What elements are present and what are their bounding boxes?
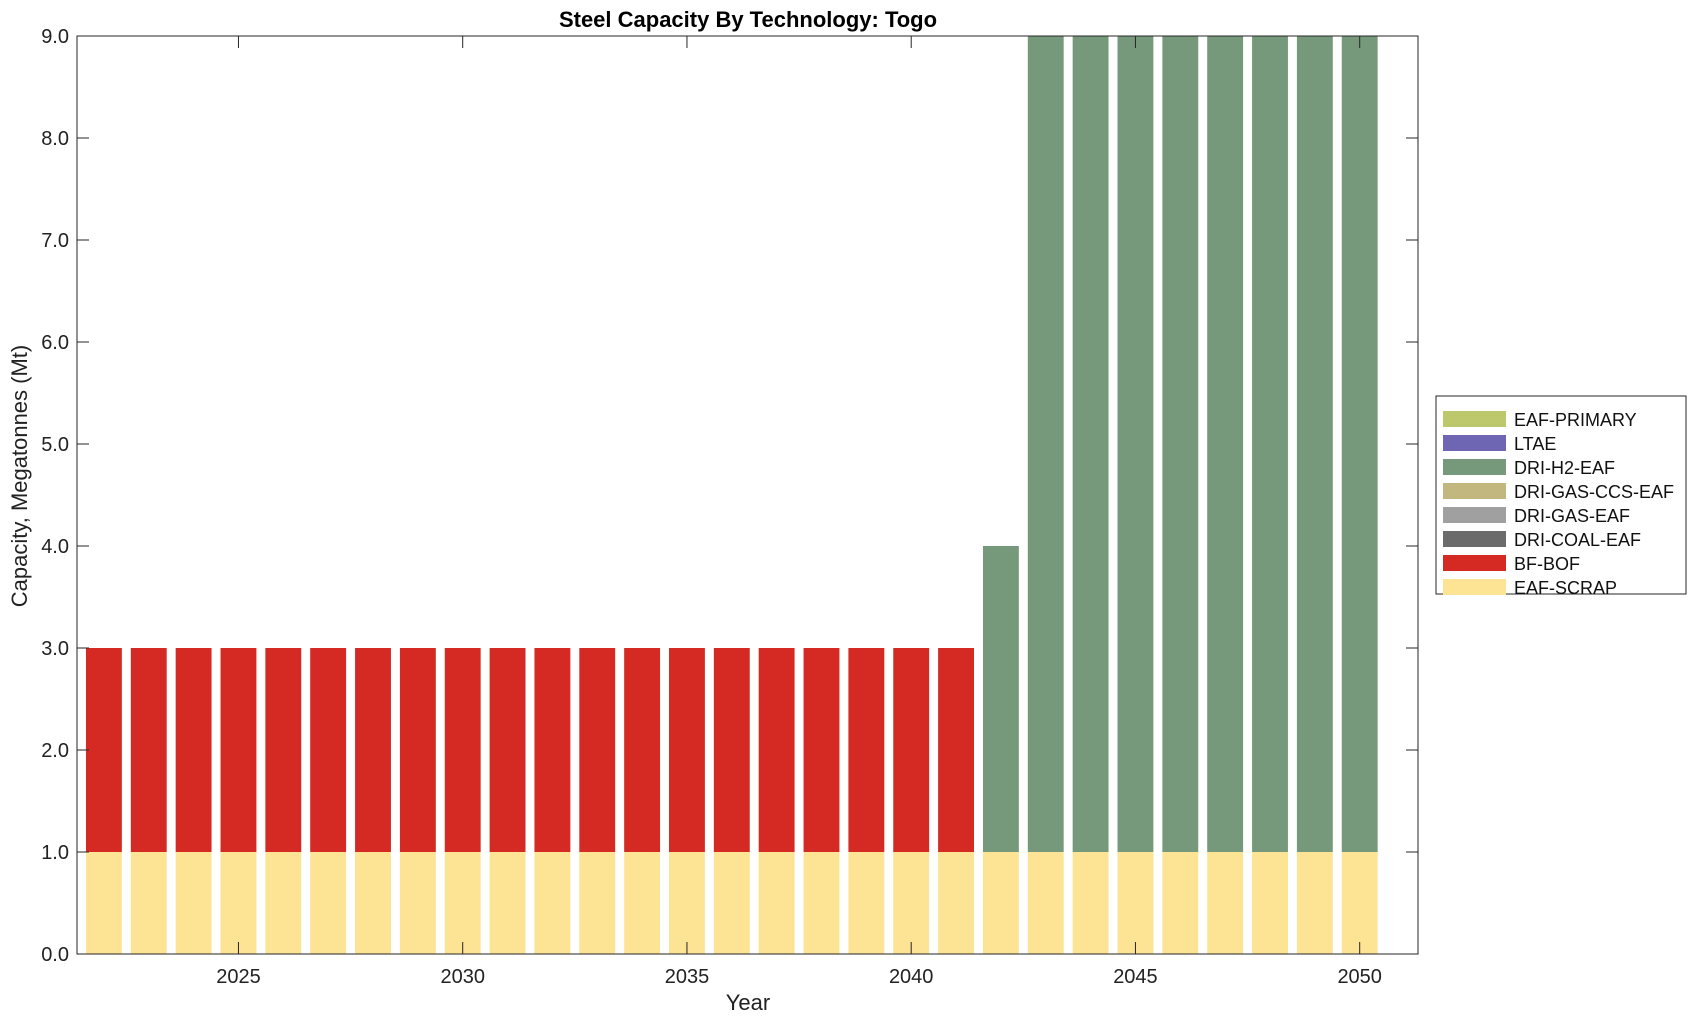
bar-bf-bof-2024	[175, 648, 212, 852]
bar-eaf-scrap-2032	[534, 852, 571, 954]
bar-eaf-scrap-2038	[803, 852, 840, 954]
bar-bf-bof-2037	[758, 648, 795, 852]
legend-label-dri-h2-eaf: DRI-H2-EAF	[1514, 458, 1615, 478]
bar-eaf-scrap-2042	[982, 852, 1019, 954]
bar-eaf-scrap-2022	[85, 852, 122, 954]
bar-dri-h2-eaf-2050	[1341, 36, 1378, 852]
x-tick-label: 2040	[889, 966, 934, 988]
legend-label-dri-gas-eaf: DRI-GAS-EAF	[1514, 506, 1630, 526]
legend-swatch-eaf-scrap	[1443, 579, 1506, 595]
x-tick-label: 2045	[1113, 966, 1158, 988]
y-tick-label: 8.0	[41, 128, 69, 150]
bar-dri-h2-eaf-2045	[1117, 36, 1154, 852]
y-tick-label: 4.0	[41, 536, 69, 558]
legend-label-ltae: LTAE	[1514, 434, 1556, 454]
bar-eaf-scrap-2028	[355, 852, 391, 954]
x-axis-label: Year	[726, 990, 770, 1015]
bar-bf-bof-2022	[85, 648, 122, 852]
bar-eaf-scrap-2047	[1207, 852, 1244, 954]
bar-eaf-scrap-2040	[893, 852, 930, 954]
legend-swatch-eaf-primary	[1443, 411, 1506, 427]
legend-swatch-dri-h2-eaf	[1443, 459, 1506, 475]
y-tick-label: 3.0	[41, 638, 69, 660]
bar-bf-bof-2032	[534, 648, 571, 852]
legend-label-dri-gas-ccs-eaf: DRI-GAS-CCS-EAF	[1514, 482, 1674, 502]
bar-bf-bof-2041	[938, 648, 974, 852]
bar-eaf-scrap-2045	[1117, 852, 1154, 954]
bar-eaf-scrap-2037	[758, 852, 795, 954]
legend-label-eaf-primary: EAF-PRIMARY	[1514, 410, 1637, 430]
bar-eaf-scrap-2031	[489, 852, 526, 954]
legend-label-dri-coal-eaf: DRI-COAL-EAF	[1514, 530, 1641, 550]
x-tick-label: 2035	[665, 966, 710, 988]
legend: EAF-PRIMARY LTAE DRI-H2-EAF DRI-GAS-CCS-EAF…	[1435, 395, 1687, 598]
bar-eaf-scrap-2048	[1252, 852, 1288, 954]
legend-label-bf-bof: BF-BOF	[1514, 554, 1580, 574]
legend-swatch-dri-gas-eaf	[1443, 507, 1506, 523]
bar-bf-bof-2026	[265, 648, 302, 852]
bar-bf-bof-2025	[220, 648, 257, 852]
legend-swatch-bf-bof	[1443, 555, 1506, 571]
legend-label-eaf-scrap: EAF-SCRAP	[1514, 578, 1617, 598]
bar-eaf-scrap-2034	[624, 852, 661, 954]
bar-eaf-scrap-2043	[1027, 852, 1064, 954]
bar-dri-h2-eaf-2047	[1207, 36, 1244, 852]
y-tick-label: 0.0	[41, 944, 69, 966]
y-axis-label: Capacity, Megatonnes (Mt)	[7, 345, 32, 607]
bar-eaf-scrap-2027	[310, 852, 347, 954]
bar-bf-bof-2038	[803, 648, 840, 852]
bar-eaf-scrap-2035	[669, 852, 705, 954]
axes-box	[76, 35, 1419, 955]
bar-bf-bof-2036	[713, 648, 750, 852]
bar-bf-bof-2035	[669, 648, 705, 852]
bar-bf-bof-2023	[130, 648, 167, 852]
bar-bf-bof-2039	[848, 648, 885, 852]
bar-dri-h2-eaf-2049	[1296, 36, 1333, 852]
x-tick-label: 2050	[1337, 966, 1382, 988]
bar-dri-h2-eaf-2046	[1162, 36, 1199, 852]
bar-bf-bof-2031	[489, 648, 526, 852]
bar-dri-h2-eaf-2042	[982, 546, 1019, 852]
bar-eaf-scrap-2039	[848, 852, 885, 954]
bar-bf-bof-2029	[399, 648, 436, 852]
bar-bf-bof-2040	[893, 648, 930, 852]
bar-eaf-scrap-2044	[1072, 852, 1109, 954]
plot-area: 0.0 1.0 2.0 3.0 4.0 5.0 6.0 7.0 8.0 9.0 2025 2030 20…	[41, 26, 1419, 988]
chart-title: Steel Capacity By Technology: Togo	[559, 7, 937, 32]
bar-eaf-scrap-2041	[938, 852, 974, 954]
y-tick-label: 7.0	[41, 230, 69, 252]
bar-eaf-scrap-2030	[444, 852, 481, 954]
x-tick-label: 2025	[216, 966, 261, 988]
bar-bf-bof-2033	[579, 648, 616, 852]
bar-eaf-scrap-2026	[265, 852, 302, 954]
legend-swatch-dri-coal-eaf	[1443, 531, 1506, 547]
bar-dri-h2-eaf-2043	[1027, 36, 1064, 852]
bar-eaf-scrap-2029	[399, 852, 436, 954]
bar-dri-h2-eaf-2048	[1252, 36, 1288, 852]
y-tick-label: 2.0	[41, 740, 69, 762]
bar-eaf-scrap-2025	[220, 852, 257, 954]
bar-eaf-scrap-2049	[1296, 852, 1333, 954]
bar-bf-bof-2030	[444, 648, 481, 852]
bar-eaf-scrap-2046	[1162, 852, 1199, 954]
y-tick-label: 5.0	[41, 434, 69, 456]
bar-bf-bof-2028	[355, 648, 391, 852]
bar-bf-bof-2034	[624, 648, 661, 852]
x-tick-label: 2030	[440, 966, 485, 988]
bar-bf-bof-2027	[310, 648, 347, 852]
legend-swatch-dri-gas-ccs-eaf	[1443, 483, 1506, 499]
bar-eaf-scrap-2033	[579, 852, 616, 954]
legend-swatch-ltae	[1443, 435, 1506, 451]
bar-eaf-scrap-2024	[175, 852, 212, 954]
y-tick-label: 1.0	[41, 842, 69, 864]
bar-dri-h2-eaf-2044	[1072, 36, 1109, 852]
bar-eaf-scrap-2050	[1341, 852, 1378, 954]
y-tick-label: 9.0	[41, 26, 69, 48]
bar-eaf-scrap-2023	[130, 852, 167, 954]
y-tick-label: 6.0	[41, 332, 69, 354]
bar-eaf-scrap-2036	[713, 852, 750, 954]
